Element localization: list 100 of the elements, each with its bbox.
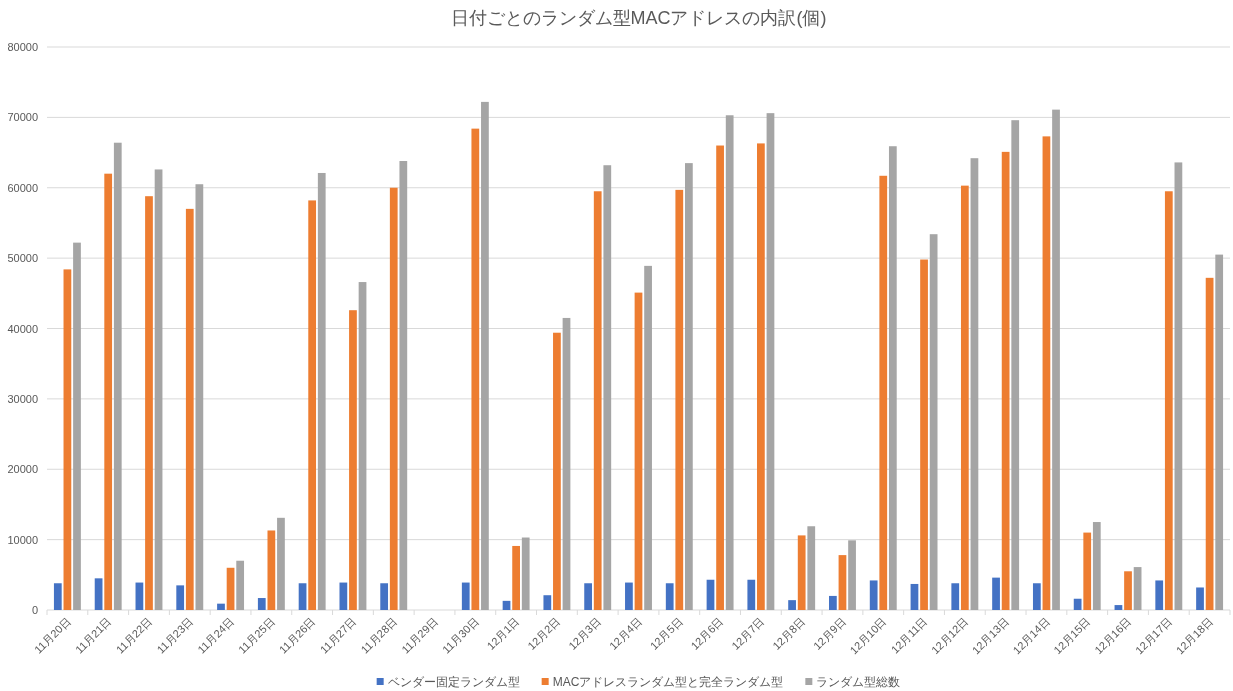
bar (399, 161, 408, 610)
x-tick-label: 12月17日 (1132, 614, 1175, 657)
y-tick-label: 80000 (7, 41, 38, 53)
x-tick-label: 12月4日 (606, 614, 644, 652)
bar (584, 583, 592, 610)
legend-label: ランダム型総数 (816, 675, 901, 689)
bar (1083, 532, 1092, 610)
bar (63, 269, 72, 610)
bar (788, 600, 796, 610)
x-tick-label: 11月28日 (358, 614, 400, 656)
bar (185, 208, 194, 610)
x-tick-label: 12月8日 (770, 614, 808, 652)
x-tick-label: 12月1日 (484, 614, 522, 652)
bar (766, 113, 775, 610)
bar (358, 282, 367, 610)
bar (521, 537, 530, 610)
bar (1205, 277, 1214, 610)
bar (1001, 151, 1010, 610)
bar (481, 101, 489, 610)
bar (53, 583, 62, 610)
bar (1124, 571, 1132, 610)
x-tick-label: 12月10日 (847, 614, 889, 657)
bar (747, 579, 756, 610)
bar (1155, 580, 1164, 610)
x-tick-label: 11月30日 (439, 614, 481, 656)
bar (339, 582, 348, 610)
x-tick-label: 11月22日 (113, 614, 155, 656)
bar (869, 580, 878, 610)
bar (992, 577, 1000, 610)
x-tick-label: 12月9日 (810, 614, 848, 652)
bar (716, 145, 724, 610)
bar (951, 583, 960, 610)
bar (960, 185, 969, 610)
y-tick-label: 30000 (7, 392, 38, 405)
bar (1092, 522, 1101, 610)
bar (1133, 567, 1142, 610)
legend-label: ベンダー固定ランダム型 (387, 675, 520, 689)
bar (888, 146, 897, 610)
bar (73, 242, 81, 610)
bar (389, 187, 398, 610)
bar (757, 143, 765, 610)
bar (1032, 583, 1041, 610)
bar (838, 555, 847, 610)
x-tick-label: 11月23日 (154, 614, 196, 656)
y-tick-label: 50000 (7, 252, 38, 265)
bar (217, 603, 225, 610)
x-tick-label: 11月24日 (195, 614, 236, 656)
bar (829, 595, 837, 610)
y-tick-label: 20000 (7, 463, 38, 476)
bar (807, 526, 816, 610)
bar (349, 310, 357, 610)
bar (879, 175, 888, 610)
bar (104, 173, 113, 610)
bar (675, 189, 684, 610)
x-tick-label: 11月27日 (317, 614, 359, 656)
bar (1174, 162, 1183, 610)
x-tick-label: 12月3日 (566, 614, 604, 652)
bar (1073, 598, 1082, 610)
bar (543, 595, 552, 610)
x-tick-label: 12月2日 (525, 614, 563, 652)
x-tick-label: 12月13日 (969, 614, 1012, 657)
bar (512, 545, 520, 610)
y-tick-label: 10000 (7, 533, 38, 546)
bar (471, 128, 480, 610)
x-tick-label: 12月12日 (928, 614, 971, 657)
bar (298, 583, 307, 610)
bar (1052, 109, 1060, 610)
y-tick-label: 40000 (7, 322, 38, 335)
bar (1114, 605, 1123, 610)
bar (562, 317, 571, 610)
bar (553, 332, 561, 610)
x-tick-label: 11月29日 (399, 614, 440, 656)
x-tick-label: 12月5日 (647, 614, 685, 652)
bar (176, 585, 185, 610)
x-tick-label: 12月6日 (688, 614, 726, 652)
x-tick-label: 11月21日 (72, 614, 114, 656)
bar (195, 184, 204, 610)
x-tick-label: 11月25日 (236, 614, 277, 656)
bar (267, 530, 276, 610)
x-tick-label: 11月20日 (32, 614, 73, 656)
x-tick-label: 11月26日 (276, 614, 318, 656)
bar (1011, 120, 1020, 610)
x-tick-label: 12月7日 (729, 614, 767, 652)
bar (725, 115, 734, 610)
bar (1042, 136, 1051, 610)
x-tick-label: 12月15日 (1051, 614, 1093, 657)
y-tick-label: 0 (31, 604, 38, 616)
bar (113, 142, 122, 610)
bar (797, 535, 806, 610)
bar (634, 292, 643, 610)
y-tick-label: 60000 (7, 181, 38, 194)
bar (236, 560, 245, 610)
bar (308, 200, 317, 610)
bar (257, 598, 266, 610)
bar (154, 169, 163, 610)
bar (94, 578, 103, 610)
y-tick-label: 70000 (7, 111, 38, 124)
x-tick-label: 12月14日 (1010, 614, 1052, 657)
x-tick-label: 12月18日 (1173, 614, 1216, 657)
bar (317, 172, 326, 610)
